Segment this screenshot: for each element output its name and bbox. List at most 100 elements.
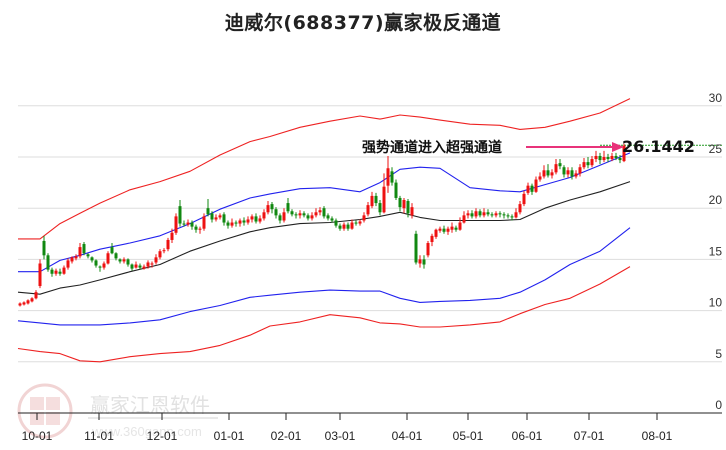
candle — [582, 158, 586, 170]
candle — [594, 150, 598, 163]
candle — [558, 159, 562, 170]
candle — [258, 215, 262, 224]
x-tick-label: 01-01 — [214, 429, 245, 443]
candle — [378, 200, 382, 216]
candle — [154, 254, 158, 265]
candle — [34, 290, 38, 300]
watermark-logo-icon — [17, 383, 73, 439]
candle — [574, 170, 578, 179]
candle — [426, 240, 430, 258]
candle — [222, 212, 226, 226]
x-tick-label: 08-01 — [642, 429, 673, 443]
candle — [86, 253, 90, 259]
candle — [614, 152, 618, 161]
candle — [478, 209, 482, 218]
candle — [250, 214, 254, 223]
candle — [170, 228, 174, 244]
candle — [294, 212, 298, 219]
candle — [238, 218, 242, 227]
candle — [322, 206, 326, 219]
candle — [158, 249, 162, 260]
candle — [386, 155, 390, 193]
candle — [202, 213, 206, 231]
candle — [146, 260, 150, 269]
candle — [54, 268, 58, 276]
candle — [194, 224, 198, 233]
x-axis: 10-01 11-01 12-01 01-01 02-01 03-01 04-01 05-01… — [18, 412, 722, 443]
candle — [98, 265, 102, 272]
candle — [218, 213, 222, 220]
candle — [210, 211, 214, 223]
candle — [214, 214, 218, 222]
candle — [94, 259, 98, 268]
candle — [50, 267, 54, 277]
x-tick-label: 05-01 — [453, 429, 484, 443]
candle — [262, 209, 266, 221]
candle — [178, 200, 182, 227]
candle — [58, 268, 62, 276]
candle — [46, 253, 50, 272]
candle — [398, 195, 402, 212]
candle — [422, 255, 426, 269]
candle — [402, 197, 406, 214]
candle — [534, 176, 538, 193]
x-tick-label: 10-01 — [22, 429, 53, 443]
x-tick-label: 06-01 — [512, 429, 543, 443]
y-tick-label: 15 — [709, 244, 723, 258]
candle — [554, 159, 558, 175]
candle — [134, 261, 138, 269]
candle — [22, 301, 26, 306]
candle — [526, 182, 530, 195]
candle — [446, 226, 450, 235]
candle — [606, 153, 610, 163]
candle — [598, 152, 602, 165]
candle — [506, 213, 510, 219]
outer_lower-line — [17, 266, 631, 363]
candle — [126, 258, 130, 267]
candle — [298, 210, 302, 219]
x-tick-label: 12-01 — [147, 429, 178, 443]
candle — [546, 164, 550, 178]
candle — [18, 302, 22, 307]
candle — [474, 208, 478, 219]
candle — [230, 218, 234, 228]
candle — [110, 243, 114, 255]
watermark-url: www.360gann.com — [91, 424, 202, 439]
candle — [514, 208, 518, 219]
candle — [618, 154, 622, 164]
candle — [314, 208, 318, 218]
candle — [362, 212, 366, 223]
candle — [498, 211, 502, 218]
candle — [586, 157, 590, 169]
candle — [510, 214, 514, 221]
candle — [370, 191, 374, 209]
candle — [278, 213, 282, 224]
candle — [390, 167, 394, 186]
y-tick-label: 5 — [715, 347, 722, 361]
candle — [450, 222, 454, 233]
candle — [338, 223, 342, 231]
candle — [334, 218, 338, 228]
candle — [394, 179, 398, 201]
x-tick-label: 03-01 — [325, 429, 356, 443]
candle — [206, 198, 210, 217]
candle — [502, 212, 506, 219]
candle — [122, 257, 126, 264]
candle — [62, 265, 66, 275]
candle — [434, 228, 438, 239]
candle — [470, 210, 474, 219]
candle — [430, 233, 434, 247]
candle — [142, 264, 146, 270]
candle — [330, 216, 334, 223]
candle — [242, 217, 246, 226]
candle — [30, 297, 34, 303]
annotation: 强势通道进入超强通道 26.1442 — [362, 137, 695, 156]
candle — [162, 248, 166, 254]
candle — [522, 190, 526, 207]
candle — [350, 219, 354, 230]
candle — [286, 197, 290, 214]
candle — [226, 220, 230, 229]
candle — [406, 198, 410, 218]
candle — [542, 165, 546, 179]
candle — [42, 235, 46, 260]
